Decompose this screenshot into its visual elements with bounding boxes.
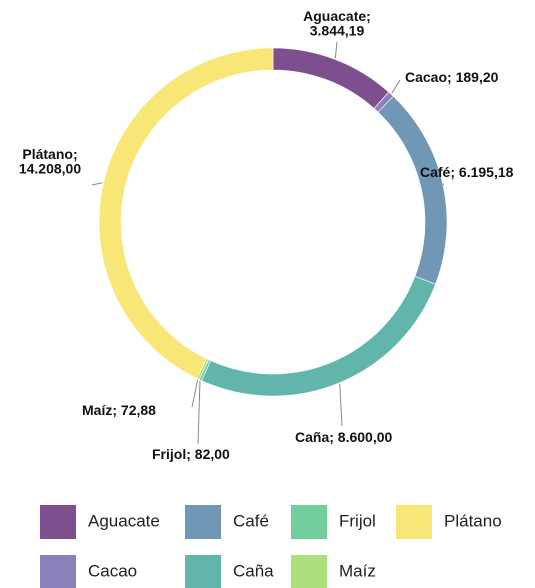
legend-label: Café [233, 511, 269, 530]
label-name: Café [420, 164, 451, 180]
label-sep: ; [447, 69, 456, 85]
legend-label: Plátano [444, 511, 502, 530]
data-label-value: 14.208,00 [19, 161, 81, 177]
leader-line [391, 79, 401, 94]
label-sep: ; [186, 446, 195, 462]
legend-swatch [396, 505, 432, 539]
data-label: Cacao; 189,20 [405, 69, 499, 85]
legend-label: Aguacate [88, 511, 160, 530]
label-sep: ; [112, 402, 121, 418]
leader-line [339, 383, 343, 427]
label-value: 6.195,18 [459, 164, 514, 180]
legend-swatch [185, 505, 221, 539]
legend-swatch [40, 505, 76, 539]
label-name: Aguacate [303, 8, 366, 24]
leader-line [334, 41, 338, 59]
label-name: Plátano [22, 146, 73, 162]
data-label: Plátano; [22, 146, 77, 162]
data-label-value: 3.844,19 [310, 23, 365, 39]
label-sep: ; [450, 164, 459, 180]
data-label: Frijol; 82,00 [152, 446, 230, 462]
legend-label: Cacao [88, 561, 137, 580]
label-sep: ; [329, 429, 338, 445]
leader-line [197, 381, 201, 445]
legend-swatch [40, 555, 76, 588]
donut-slice [377, 95, 448, 285]
donut-slice [272, 47, 390, 109]
donut-slice [98, 47, 274, 379]
label-name: Cacao [405, 69, 447, 85]
legend-label: Caña [233, 561, 274, 580]
label-value: 8.600,00 [338, 429, 393, 445]
legend-swatch [291, 555, 327, 588]
data-label: Maíz; 72,88 [82, 402, 156, 418]
donut-slice [201, 275, 436, 397]
leader-line [442, 183, 445, 186]
label-name: Caña [295, 429, 329, 445]
legend-label: Maíz [339, 561, 376, 580]
legend-label: Frijol [339, 511, 376, 530]
data-label: Caña; 8.600,00 [295, 429, 393, 445]
leader-line [91, 182, 103, 186]
legend-swatch [291, 505, 327, 539]
data-label: Café; 6.195,18 [420, 164, 514, 180]
legend-swatch [185, 555, 221, 588]
label-value: 189,20 [456, 69, 499, 85]
label-value: 82,00 [195, 446, 230, 462]
label-sep: ; [366, 8, 371, 24]
data-label: Aguacate; [303, 8, 371, 24]
label-name: Maíz [82, 402, 112, 418]
leader-line [191, 379, 199, 408]
label-sep: ; [73, 146, 78, 162]
label-name: Frijol [152, 446, 186, 462]
label-value: 72,88 [121, 402, 156, 418]
